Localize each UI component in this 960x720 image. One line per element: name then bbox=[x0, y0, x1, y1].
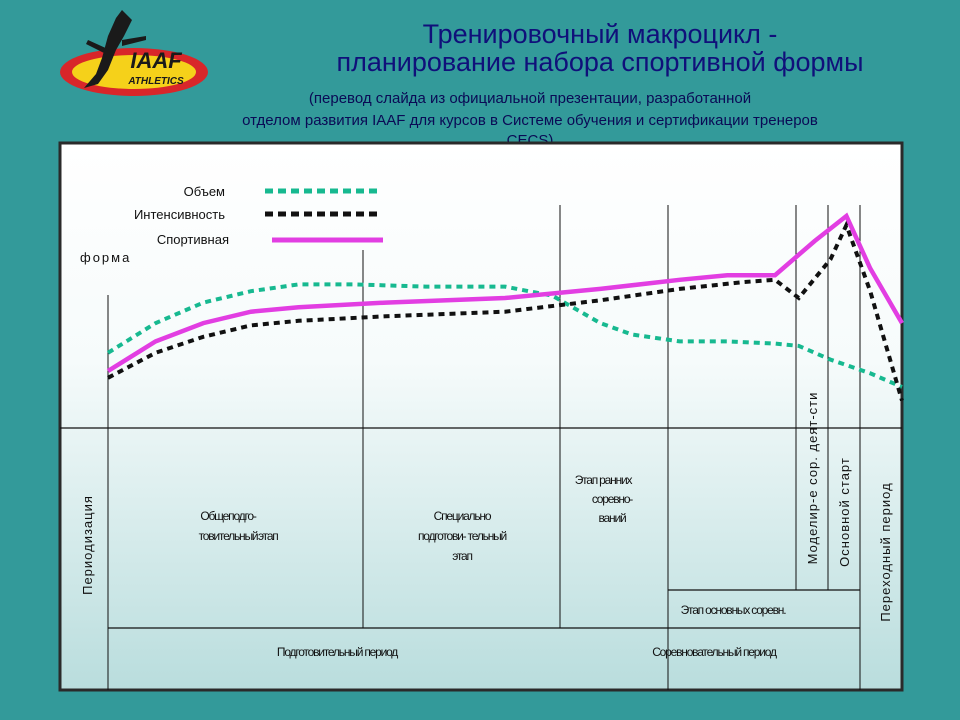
chart-frame bbox=[58, 141, 904, 692]
legend: Объем Интенсивность Спортивная форма bbox=[80, 184, 383, 265]
subtitle-line2: отделом развития IAAF для курсов в Систе… bbox=[242, 112, 818, 129]
legend-label-volume: Объем bbox=[184, 184, 225, 199]
subtitle-line1: (перевод слайда из официальной презентац… bbox=[308, 90, 752, 107]
label-main-start: Основной старт bbox=[837, 457, 852, 567]
period-competitive: Соревновательный период bbox=[652, 645, 777, 659]
legend-label-intensity: Интенсивность bbox=[134, 207, 225, 222]
phase-early-l3: ваний bbox=[599, 511, 626, 525]
phase-general: Общеподго- товительный этап bbox=[199, 509, 280, 543]
phase-special-l1: Специально bbox=[434, 509, 492, 523]
legend-label-form-2: форма bbox=[80, 250, 131, 265]
phase-general-l1: Общеподго- bbox=[200, 509, 257, 523]
legend-label-form-1: Спортивная bbox=[157, 232, 229, 247]
series-group bbox=[106, 212, 904, 402]
phase-special-l3: этап bbox=[452, 549, 472, 563]
period-preparatory: Подготовительный период bbox=[277, 645, 398, 659]
phase-early-l1: Этап ранних bbox=[575, 473, 633, 487]
series-line-form bbox=[106, 212, 904, 373]
athlete-silhouette-icon bbox=[84, 10, 132, 88]
periodization-label: Периодизация bbox=[80, 495, 95, 595]
iaaf-logo: IAAF ATHLETICS bbox=[60, 10, 208, 96]
phase-special-l2: подготови- тельный bbox=[418, 529, 507, 543]
page-title-line2: планирование набора спортивной формы bbox=[336, 47, 864, 77]
phase-early: Этап ранних соревно- ваний bbox=[575, 473, 635, 525]
logo-subtext: ATHLETICS bbox=[127, 76, 184, 87]
phase-main-competitions: Этап основных соревн. bbox=[681, 603, 787, 617]
phase-general-l3: этап bbox=[258, 529, 278, 543]
phase-special: Специально подготови- тельный этап bbox=[418, 509, 508, 563]
series-line-volume bbox=[106, 282, 903, 389]
grid-lines bbox=[60, 205, 902, 690]
logo-text: IAAF bbox=[130, 48, 182, 73]
label-transition-period: Переходный период bbox=[878, 482, 893, 621]
phase-general-l2: товительный bbox=[199, 529, 258, 543]
page-title-line1: Тренировочный макроцикл - bbox=[422, 19, 778, 49]
label-modeling: Моделир-е сор. деят-сти bbox=[805, 392, 820, 565]
series-line-intensity bbox=[107, 219, 904, 402]
phase-early-l2: соревно- bbox=[592, 492, 633, 506]
